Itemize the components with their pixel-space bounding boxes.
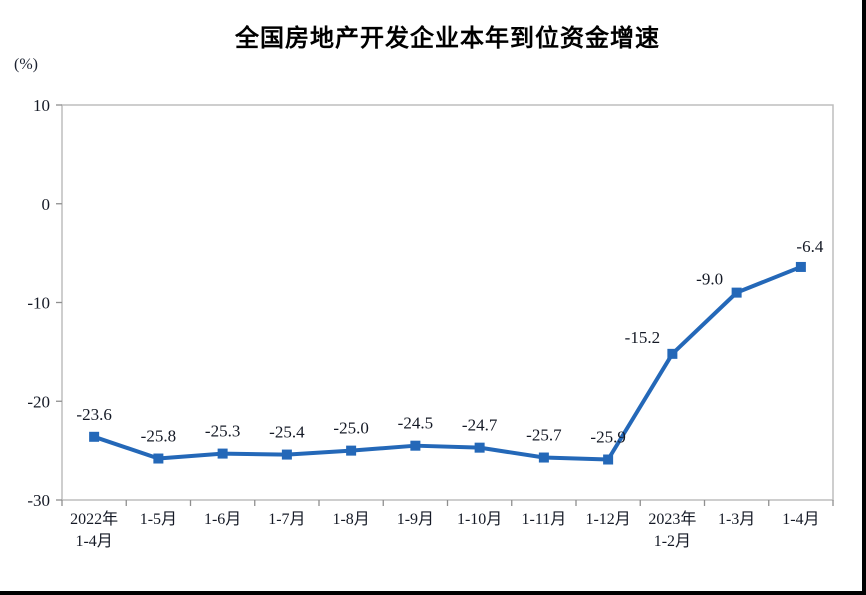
- data-point-marker: [89, 431, 100, 442]
- x-axis-tick-label: 1-4月: [782, 511, 819, 528]
- data-point-marker: [153, 453, 164, 464]
- x-axis-tick-label: 1-3月: [718, 511, 755, 528]
- y-axis-unit-label: (%): [14, 56, 38, 73]
- data-point-label: -25.3: [205, 422, 240, 441]
- trend-line: [92, 264, 803, 462]
- chart-title: 全国房地产开发企业本年到位资金增速: [235, 24, 660, 52]
- data-point-label: -24.5: [398, 414, 433, 433]
- data-point-label: -25.9: [590, 428, 625, 447]
- x-axis-tick-label: 1-8月: [332, 511, 369, 528]
- y-axis-tick-label: -10: [27, 294, 50, 313]
- data-point-marker: [603, 454, 614, 465]
- data-point-label: -9.0: [696, 270, 723, 289]
- x-axis-tick-label: 1-5月: [140, 511, 177, 528]
- x-axis-tick-label: 1-12月: [585, 511, 630, 528]
- x-axis-tick-label: 2022年 1-4月: [70, 510, 118, 550]
- y-axis-tick-label: 10: [33, 96, 50, 115]
- data-point-marker: [667, 348, 678, 359]
- y-axis-tick-label: -30: [27, 491, 50, 510]
- data-point-marker: [474, 442, 485, 453]
- y-axis-tick-label: 0: [42, 195, 51, 214]
- data-point-label: -25.8: [141, 427, 176, 446]
- data-point-label: -25.4: [269, 423, 305, 442]
- data-point-label: -23.6: [76, 405, 111, 424]
- data-point-marker: [795, 261, 806, 272]
- data-point-marker: [731, 287, 742, 298]
- data-point-marker: [410, 440, 421, 451]
- data-point-label: -15.2: [625, 328, 660, 347]
- x-axis-tick-label: 1-6月: [204, 511, 241, 528]
- data-point-marker: [538, 452, 549, 463]
- y-axis-tick-label: -20: [27, 392, 50, 411]
- data-point-marker: [217, 448, 228, 459]
- x-axis-tick-label: 1-7月: [268, 511, 305, 528]
- x-axis-tick-label: 1-11月: [522, 511, 567, 528]
- data-point-marker: [346, 445, 357, 456]
- data-point-marker: [281, 449, 292, 460]
- data-point-label: -6.4: [796, 237, 823, 256]
- x-axis-tick-label: 1-10月: [457, 511, 502, 528]
- data-point-label: -25.7: [526, 426, 562, 445]
- x-axis-tick-label: 1-9月: [397, 511, 434, 528]
- plot-border: [61, 104, 834, 501]
- data-point-label: -24.7: [462, 416, 498, 435]
- x-axis-tick-label: 2023年 1-2月: [648, 510, 696, 550]
- data-point-label: -25.0: [333, 419, 368, 438]
